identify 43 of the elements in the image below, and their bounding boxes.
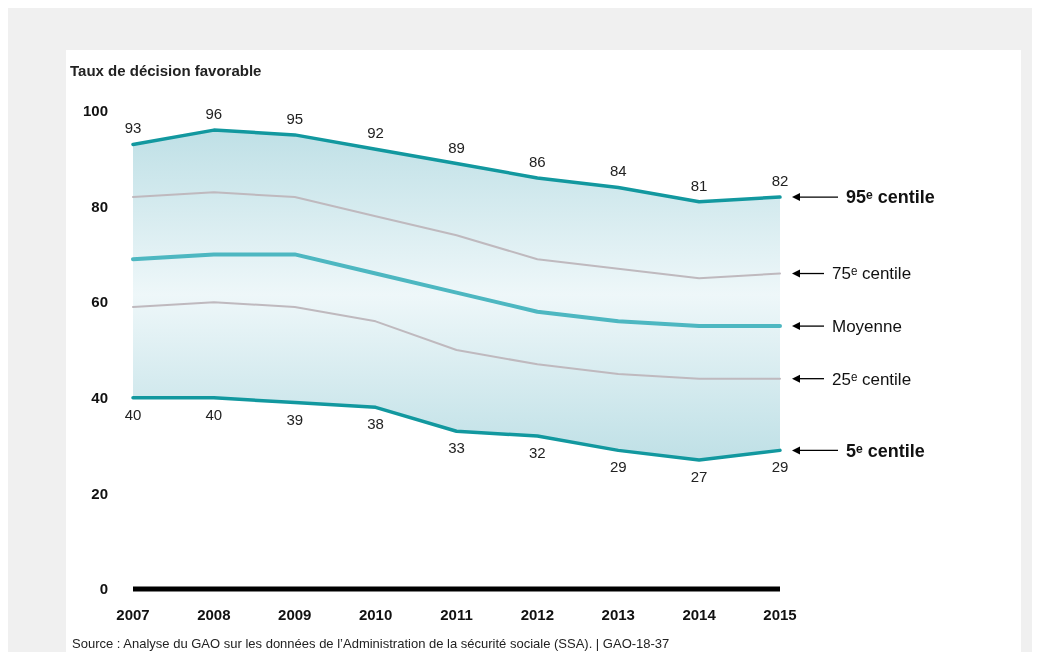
y-tick-label: 60: [91, 293, 108, 311]
data-label: 40: [205, 405, 223, 423]
data-label: 27: [690, 467, 708, 485]
y-tick-label: 40: [91, 389, 108, 407]
line-series: [132, 191, 781, 280]
data-label: 82: [771, 172, 789, 190]
data-label: 32: [529, 444, 546, 462]
line-series: [132, 301, 781, 380]
x-tick-label: 2015: [763, 606, 797, 623]
y-tick-label: 80: [91, 197, 108, 215]
data-label: 86: [529, 152, 546, 170]
text: 75ᵉ centile: [832, 264, 912, 284]
y-tick-label: 20: [91, 484, 108, 502]
data-label: 89: [448, 138, 465, 156]
text: 5ᵉ centile: [846, 440, 925, 461]
data-label: 84: [609, 162, 627, 180]
x-tick-label: 2008: [197, 606, 231, 623]
x-tick-label: 2013: [601, 606, 635, 623]
y-axis-title: Taux de décision favorable: [70, 62, 262, 79]
x-tick-label: 2012: [520, 606, 555, 623]
data-label: 93: [124, 119, 142, 137]
text: Moyenne: [832, 317, 902, 337]
source-note: Source : Analyse du GAO sur les données de l’Administration de la sécurité sociale (SSA). | GAO-18-37: [72, 636, 670, 651]
x-tick-label: 2011: [440, 606, 473, 623]
y-tick-label: 100: [82, 102, 108, 120]
data-label: 29: [609, 458, 627, 476]
data-label: 29: [771, 458, 789, 476]
data-label: 33: [448, 439, 465, 457]
x-tick-label: 2010: [358, 606, 393, 623]
data-label: 38: [367, 415, 384, 433]
y-tick-label: 0: [99, 580, 108, 598]
data-label: 95: [286, 109, 304, 127]
line-series: [131, 252, 782, 329]
data-label: 40: [124, 405, 142, 423]
data-label: 96: [205, 105, 223, 123]
x-tick-label: 2009: [278, 606, 312, 623]
data-label: 81: [690, 176, 708, 194]
text: 25ᵉ centile: [832, 369, 912, 389]
x-tick-label: 2014: [682, 606, 717, 623]
text: 95ᵉ centile: [846, 187, 935, 208]
data-label: 39: [286, 410, 304, 428]
x-tick-label: 2007: [116, 606, 150, 623]
data-label: 92: [367, 124, 384, 142]
